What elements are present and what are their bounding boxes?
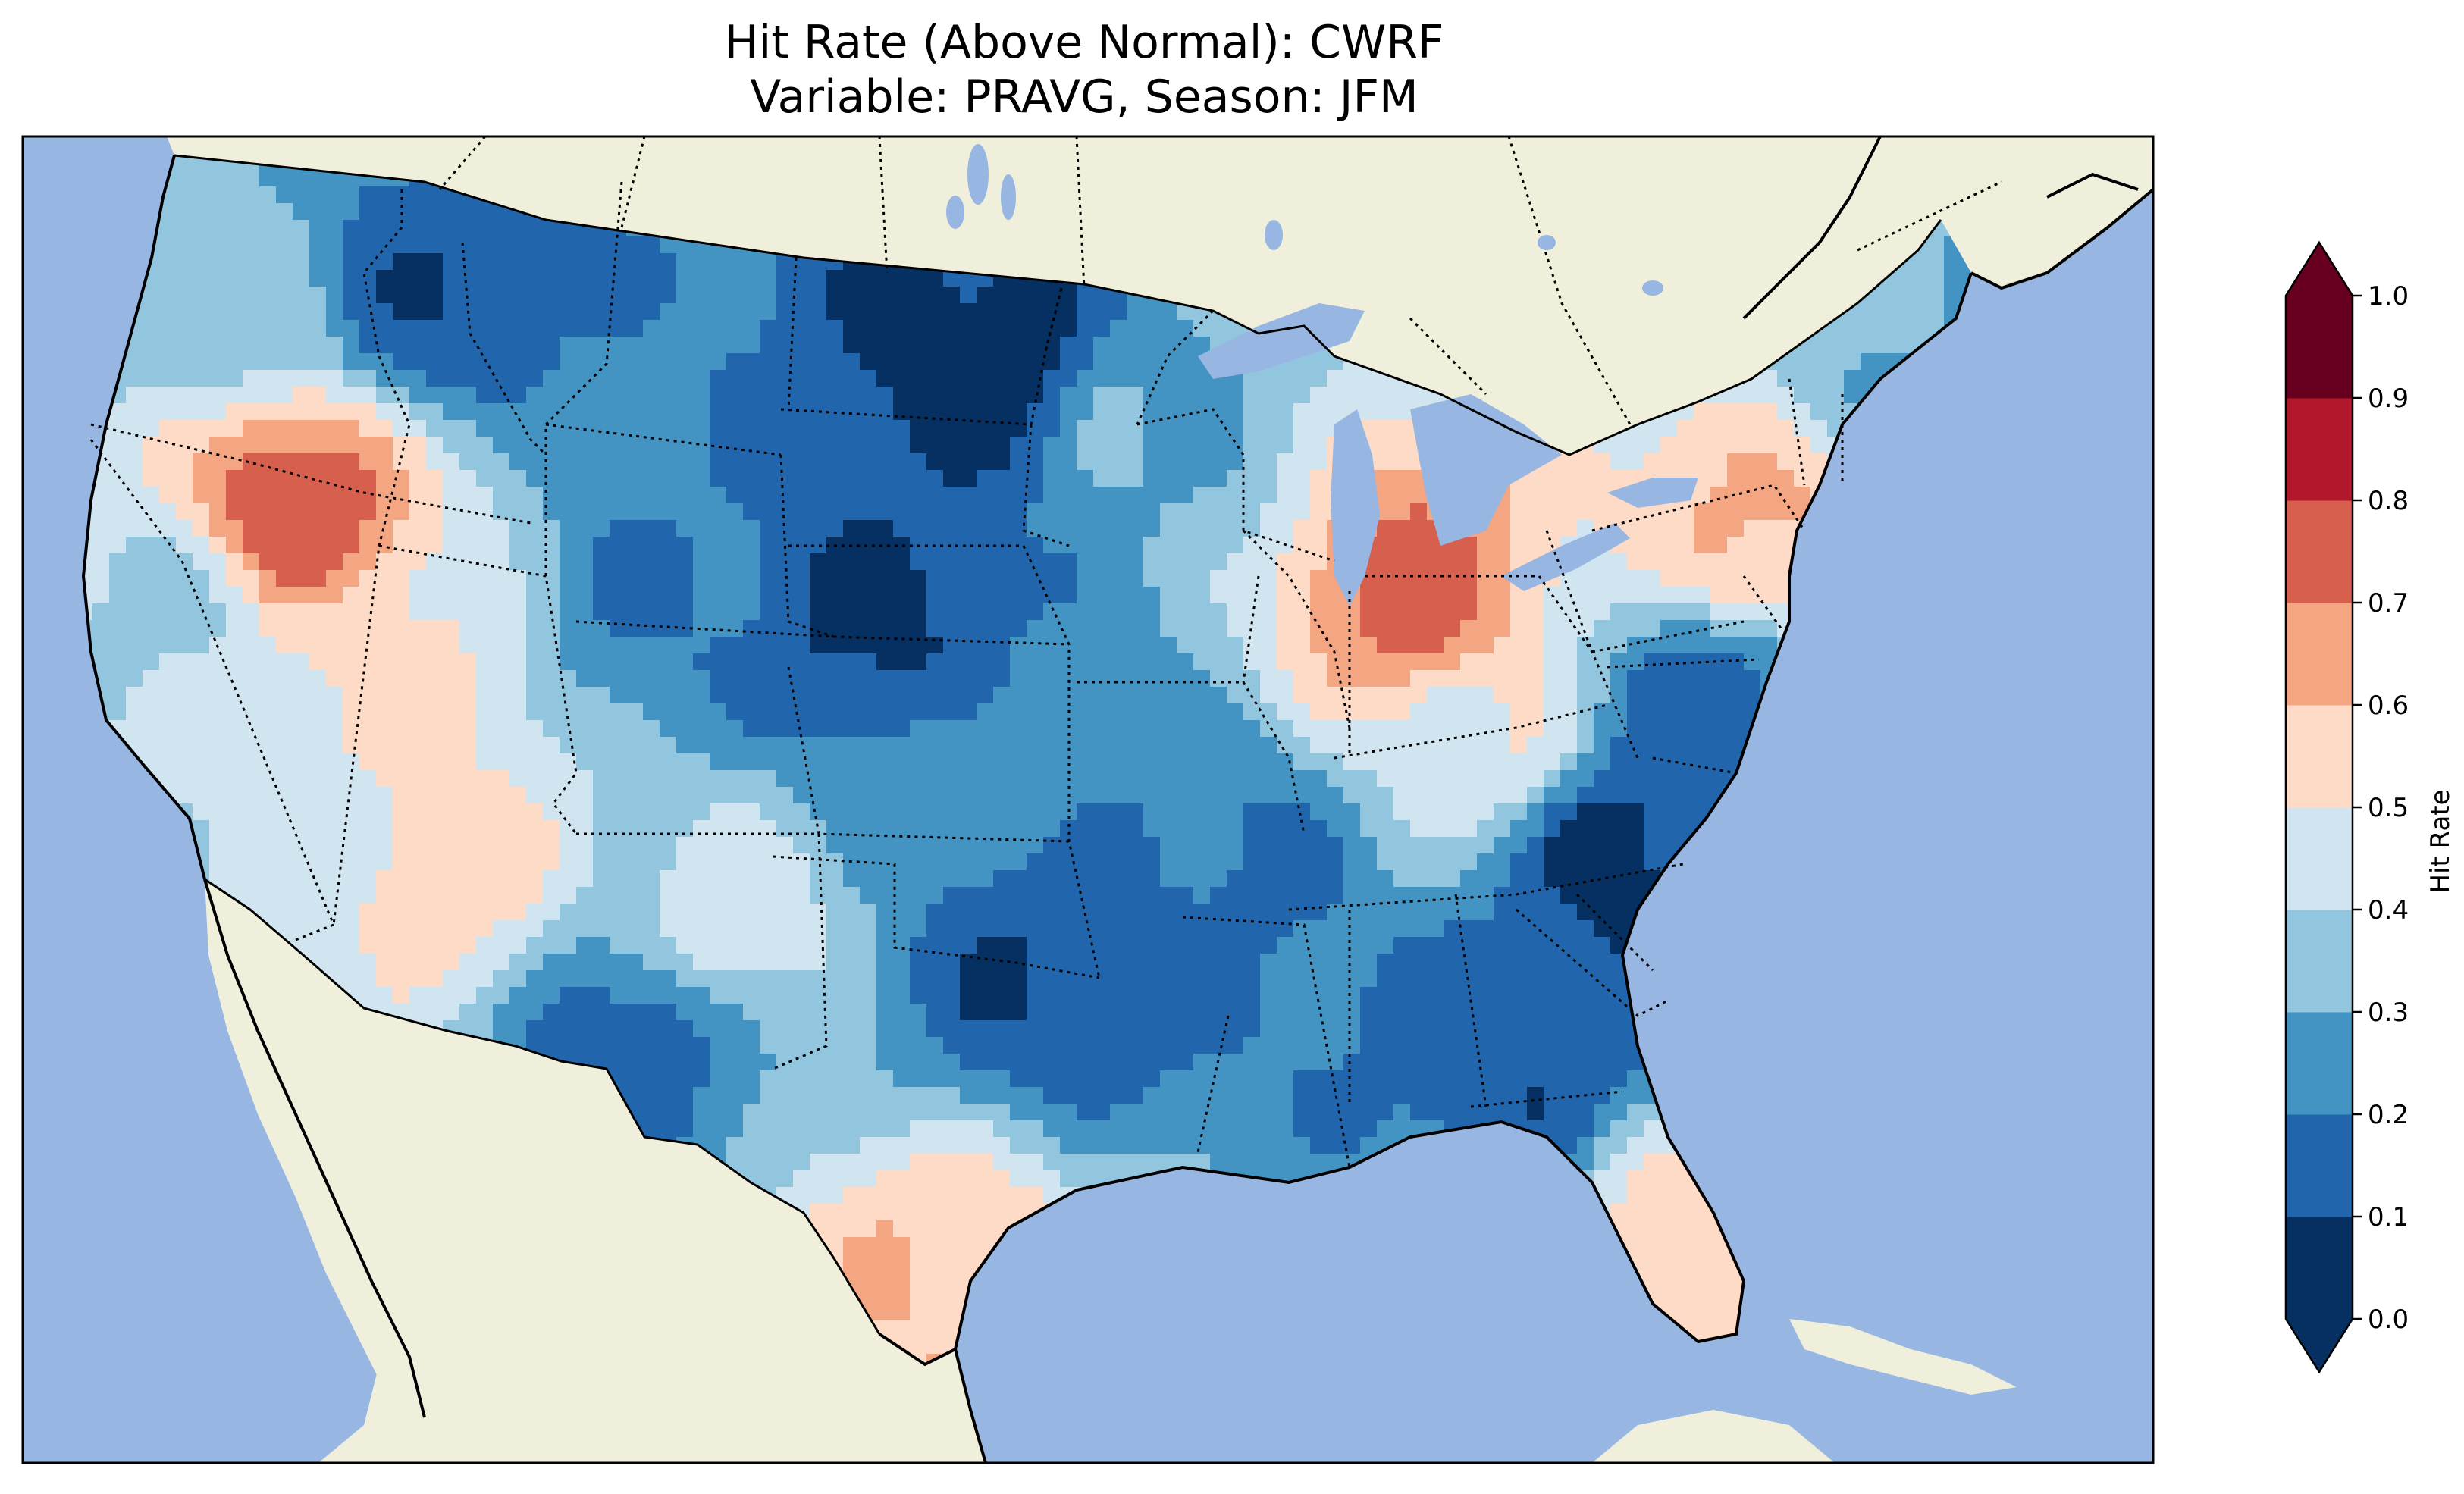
colorbar-bin <box>2286 705 2353 808</box>
colorbar-tick-label: 0.6 <box>2368 691 2409 721</box>
colorbar-bin <box>2286 1114 2353 1217</box>
lake-superior <box>1198 303 1365 379</box>
province-borders <box>438 136 2002 425</box>
map-panel <box>23 136 2153 1463</box>
mexico-coastline <box>203 879 987 1463</box>
colorbar-bin <box>2286 603 2353 706</box>
colorbar: 0.0 0.1 0.2 0.3 0.4 0.5 0.6 0.7 0.8 0.9 1.0 Hit Ra… <box>2284 240 2456 1374</box>
colorbar-tick-label: 0.1 <box>2368 1202 2409 1232</box>
great-lakes <box>1198 303 1698 606</box>
colorbar-tick-label: 0.7 <box>2368 588 2409 619</box>
cuba-island <box>1789 1319 2017 1395</box>
colorbar-tick-label: 1.0 <box>2368 281 2409 312</box>
us-mexico-border <box>204 878 881 1335</box>
yucatan-land <box>1592 1410 1835 1463</box>
map-title-line-2: Variable: PRAVG, Season: JFM <box>750 70 1419 124</box>
colorbar-bin <box>2286 807 2353 910</box>
colorbar-tick-label: 0.5 <box>2368 793 2409 823</box>
colorbar-bin <box>2286 1012 2353 1115</box>
us-canada-border <box>174 154 1942 456</box>
colorbar-extend-max <box>2286 243 2353 296</box>
colorbar-bins <box>2286 296 2353 1320</box>
gulf-coastline <box>878 272 1973 1367</box>
colorbar-tick-label: 0.3 <box>2368 998 2409 1028</box>
colorbar-bin <box>2286 398 2353 501</box>
colorbar-label: Hit Rate <box>2425 789 2456 893</box>
colorbar-extend-min <box>2286 1319 2353 1372</box>
colorbar-bin <box>2286 1217 2353 1320</box>
colorbar-tick-label: 0.0 <box>2368 1305 2409 1335</box>
canada-lakes <box>946 144 1663 296</box>
colorbar-bin <box>2286 500 2353 603</box>
map-frame <box>21 135 2155 1464</box>
lake-erie <box>1501 523 1630 591</box>
colorbar-tick-label: 0.8 <box>2368 486 2409 516</box>
colorbar-bin <box>2286 910 2353 1013</box>
colorbar-tick-label: 0.4 <box>2368 895 2409 926</box>
canada-east-coastline <box>1742 136 2153 320</box>
state-borders <box>89 181 1844 1168</box>
us-coastline <box>81 155 206 880</box>
colorbar-tick-label: 0.9 <box>2368 384 2409 414</box>
lake-huron <box>1410 394 1562 546</box>
colorbar-bin <box>2286 296 2353 399</box>
lake-michigan <box>1331 409 1380 606</box>
canada-land <box>23 136 2153 455</box>
baja-peninsula <box>205 879 425 1417</box>
colorbar-ticks: 0.0 0.1 0.2 0.3 0.4 0.5 0.6 0.7 0.8 0.9 1.0 <box>2353 281 2409 1335</box>
map-title-line-1: Hit Rate (Above Normal): CWRF <box>725 16 1444 69</box>
lake-ontario <box>1607 478 1698 508</box>
colorbar-tick-label: 0.2 <box>2368 1100 2409 1130</box>
